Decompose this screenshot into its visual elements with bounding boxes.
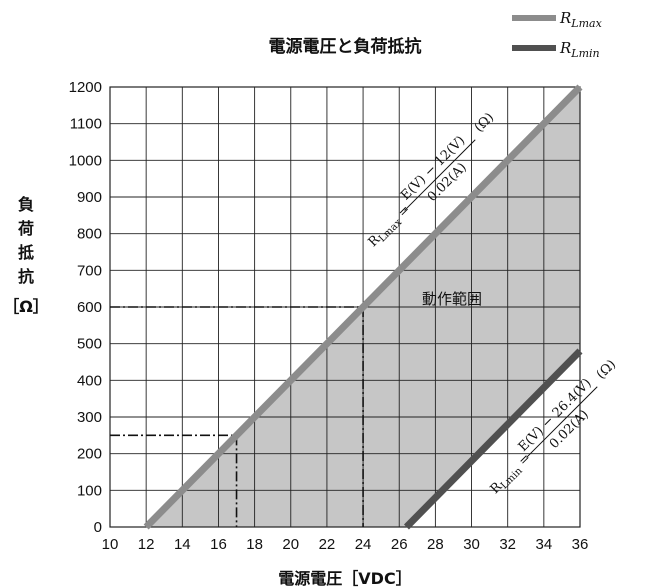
y-tick-label: 600 bbox=[77, 299, 102, 316]
x-tick-label: 32 bbox=[499, 536, 516, 553]
x-tick-label: 22 bbox=[319, 536, 336, 553]
chart-title: 電源電圧と負荷抵抗 bbox=[269, 36, 422, 57]
x-tick-label: 20 bbox=[282, 536, 299, 553]
series-line-r-lmin bbox=[403, 348, 583, 530]
y-tick-label: 800 bbox=[77, 226, 102, 243]
y-axis-title: 負荷抵抗 ［Ω］ bbox=[3, 195, 49, 316]
formula-lhs: RLmax = bbox=[366, 202, 415, 251]
y-tick-label: 300 bbox=[77, 409, 102, 426]
y-tick-label: 1100 bbox=[70, 116, 102, 133]
legend-label: RLmin bbox=[559, 39, 600, 60]
y-tick-label: 900 bbox=[77, 189, 102, 206]
x-tick-label: 24 bbox=[355, 536, 372, 553]
y-tick-label: 400 bbox=[77, 372, 102, 389]
x-tick-label: 36 bbox=[572, 536, 589, 553]
y-axis-ticks: 0 100 200 300 400 500 600 700 800 900 1000 1100 1200 bbox=[69, 79, 102, 536]
formula-bar bbox=[526, 386, 598, 458]
x-tick-label: 12 bbox=[138, 536, 155, 553]
x-axis-ticks: 10 12 14 16 18 20 22 24 26 28 30 32 34 36 bbox=[102, 536, 589, 553]
y-axis-title-char: 荷 bbox=[18, 219, 34, 238]
grid bbox=[110, 87, 580, 527]
y-tick-label: 500 bbox=[77, 336, 102, 353]
y-axis-title-char: 負 bbox=[18, 195, 34, 214]
y-tick-label: 1000 bbox=[69, 152, 102, 169]
x-tick-label: 14 bbox=[174, 536, 191, 553]
formula-unit: (Ω) bbox=[594, 357, 619, 382]
operating-region-label: 動作範囲 bbox=[422, 290, 482, 308]
y-tick-label: 0 bbox=[94, 519, 102, 536]
y-axis-title-char: 抗 bbox=[18, 267, 34, 286]
y-tick-label: 200 bbox=[77, 446, 102, 463]
x-tick-label: 18 bbox=[246, 536, 263, 553]
formula-lhs: RLmin = bbox=[488, 451, 536, 499]
series-lines bbox=[143, 84, 583, 530]
formula-unit: (Ω) bbox=[472, 110, 497, 135]
reference-lines bbox=[110, 306, 364, 527]
y-tick-label: 700 bbox=[77, 262, 102, 279]
x-tick-label: 28 bbox=[427, 536, 444, 553]
series-line-r-lmax bbox=[143, 84, 583, 530]
legend: RLmax RLmin bbox=[512, 9, 603, 60]
y-axis-title-char: 抵 bbox=[18, 243, 34, 262]
y-tick-label: 100 bbox=[77, 482, 102, 499]
legend-label: RLmax bbox=[559, 9, 603, 30]
x-tick-label: 10 bbox=[102, 536, 119, 553]
y-axis-title-unit: ［Ω］ bbox=[3, 297, 49, 316]
x-axis-title: 電源電圧［VDC］ bbox=[278, 569, 411, 587]
y-tick-label: 1200 bbox=[69, 79, 102, 96]
formula-bar bbox=[404, 139, 476, 211]
x-tick-label: 16 bbox=[210, 536, 227, 553]
x-tick-label: 26 bbox=[391, 536, 408, 553]
x-tick-label: 34 bbox=[536, 536, 553, 553]
x-tick-label: 30 bbox=[463, 536, 480, 553]
